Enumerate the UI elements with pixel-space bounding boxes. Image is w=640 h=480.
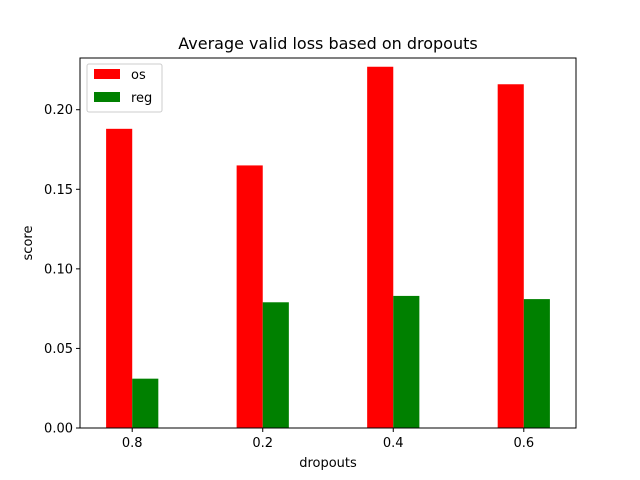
bar-os-0.6: [497, 84, 524, 428]
bar-reg-0.6: [523, 299, 550, 428]
x-axis-title: dropouts: [299, 456, 357, 471]
bar-os-0.8: [106, 128, 133, 428]
y-axis-title: score: [21, 226, 36, 261]
y-tick-label: 0.10: [44, 262, 73, 277]
x-tick-label: 0.4: [383, 436, 404, 451]
bar-reg-0.4: [393, 295, 420, 428]
legend-label-os: os: [131, 68, 146, 83]
y-tick-label: 0.20: [44, 103, 73, 118]
bar-reg-0.2: [262, 302, 289, 428]
y-tick-label: 0.15: [44, 183, 73, 198]
y-tick-label: 0.00: [44, 422, 73, 437]
legend: os reg: [86, 63, 163, 113]
x-tick-label: 0.2: [252, 436, 273, 451]
plot-area: 0.00 0.05 0.10 0.15 0.20 0.8 0.2 0.4 0.6: [44, 66, 550, 451]
x-tick-label: 0.6: [513, 436, 534, 451]
bar-os-0.2: [236, 165, 263, 429]
legend-label-reg: reg: [131, 91, 152, 106]
chart-title: Average valid loss based on dropouts: [178, 34, 477, 53]
legend-swatch-os: [94, 69, 120, 79]
bar-reg-0.8: [132, 378, 159, 428]
y-tick-label: 0.05: [44, 342, 73, 357]
plot-frame: [79, 57, 577, 429]
x-tick-label: 0.8: [122, 436, 143, 451]
legend-swatch-reg: [94, 92, 120, 102]
bar-os-0.4: [367, 66, 394, 428]
